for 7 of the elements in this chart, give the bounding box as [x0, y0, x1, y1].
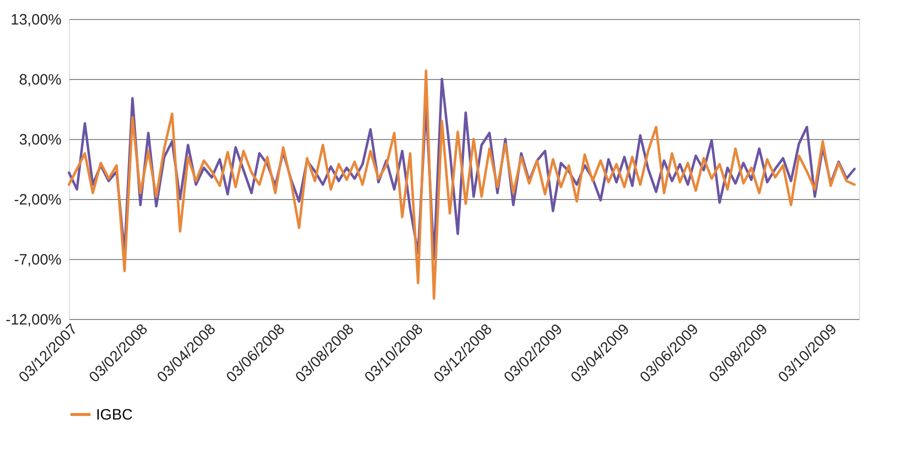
line-series: [68, 69, 856, 300]
legend-label: IGBC: [96, 406, 133, 424]
y-tick-label: 8,00%: [18, 72, 62, 88]
y-tick-label: 13,00%: [10, 12, 62, 28]
y-tick-label: -2,00%: [14, 192, 62, 208]
y-tick-label: -7,00%: [14, 252, 62, 268]
y-tick-label: 3,00%: [18, 132, 62, 148]
